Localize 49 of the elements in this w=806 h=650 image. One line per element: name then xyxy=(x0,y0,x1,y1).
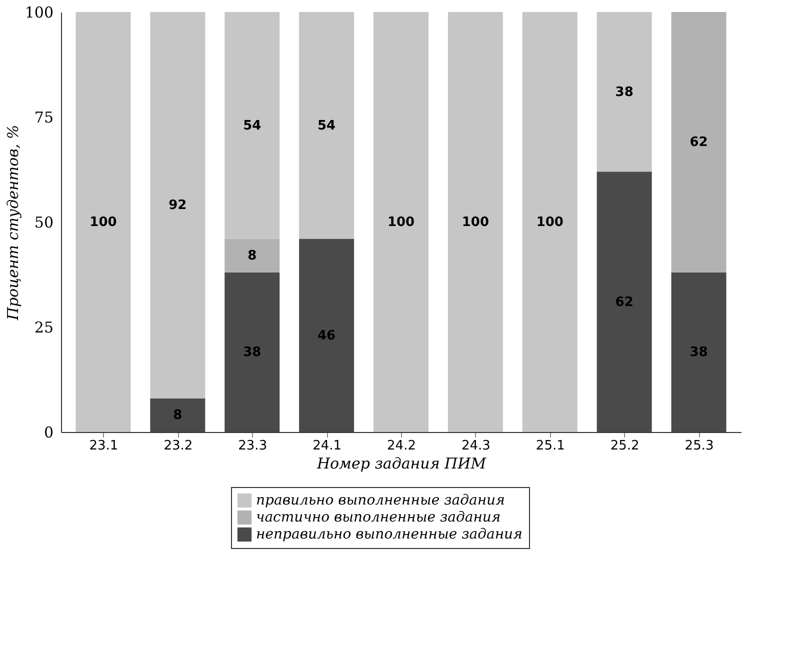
data-label: 38 xyxy=(243,345,262,360)
data-label: 100 xyxy=(536,215,564,230)
data-label: 8 xyxy=(248,248,257,264)
x-tick-label: 23.2 xyxy=(164,438,193,454)
legend-label: частично выполненные задания xyxy=(256,510,501,526)
x-tick-label: 25.2 xyxy=(610,438,640,454)
bar xyxy=(299,12,354,239)
data-label: 62 xyxy=(615,294,634,310)
x-tick-label: 25.3 xyxy=(684,438,714,454)
bar xyxy=(76,12,131,432)
data-label: 46 xyxy=(318,328,336,344)
bar xyxy=(596,172,652,432)
bar xyxy=(374,12,428,432)
legend-label: неправильно выполненные задания xyxy=(256,526,522,542)
x-tick-label: 24.2 xyxy=(387,438,416,454)
data-label: 62 xyxy=(690,135,708,150)
bar xyxy=(224,12,280,239)
data-label: 54 xyxy=(318,118,336,134)
data-label: 100 xyxy=(387,215,415,230)
bar xyxy=(448,12,503,432)
x-tick-label: 23.3 xyxy=(238,438,268,454)
bar xyxy=(671,272,726,432)
y-tick-label: 50 xyxy=(34,214,54,232)
bar xyxy=(224,272,280,432)
y-tick-label: 75 xyxy=(34,108,54,126)
data-label: 92 xyxy=(168,198,187,214)
y-tick-label: 100 xyxy=(24,4,54,22)
y-tick-label: 0 xyxy=(44,424,54,442)
data-label: 38 xyxy=(690,345,708,360)
y-tick-label: 25 xyxy=(34,318,54,336)
x-tick-label: 25.1 xyxy=(536,438,565,454)
x-tick-label: 24.3 xyxy=(461,438,490,454)
bar xyxy=(299,238,354,432)
x-axis-title: Номер задания ПИМ xyxy=(316,454,487,472)
y-axis-title: Процент студентов, % xyxy=(4,124,22,322)
bar xyxy=(596,12,652,172)
bar xyxy=(522,12,578,432)
bar xyxy=(150,12,206,398)
data-label: 8 xyxy=(173,408,182,424)
x-tick-label: 23.1 xyxy=(89,438,118,454)
x-tick-label: 24.1 xyxy=(312,438,342,454)
data-label: 38 xyxy=(615,84,634,100)
data-label: 100 xyxy=(90,215,117,230)
bar xyxy=(671,12,726,272)
bar xyxy=(224,238,280,272)
data-label: 54 xyxy=(243,118,262,134)
legend-label: правильно выполненные задания xyxy=(256,492,505,508)
data-label: 100 xyxy=(462,215,490,230)
bar xyxy=(150,398,206,432)
